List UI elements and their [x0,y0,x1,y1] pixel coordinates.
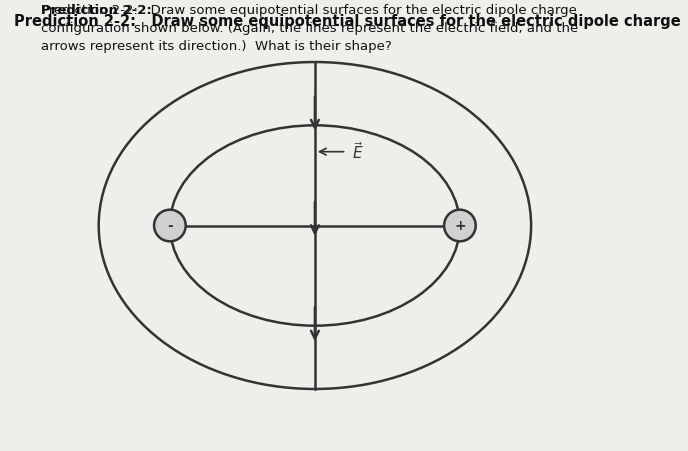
Text: Prediction 2-2:   Draw some equipotential surfaces for the electric dipole charg: Prediction 2-2: Draw some equipotential … [14,14,680,28]
Text: Prediction 2-2:   Draw some equipotential surfaces for the electric dipole charg: Prediction 2-2: Draw some equipotential … [41,4,578,53]
Text: -: - [167,218,173,233]
Text: Prediction 2-2:: Prediction 2-2: [41,4,151,17]
Text: +: + [454,218,466,233]
Circle shape [444,210,475,241]
Circle shape [154,210,186,241]
Text: $\vec{E}$: $\vec{E}$ [352,141,363,162]
